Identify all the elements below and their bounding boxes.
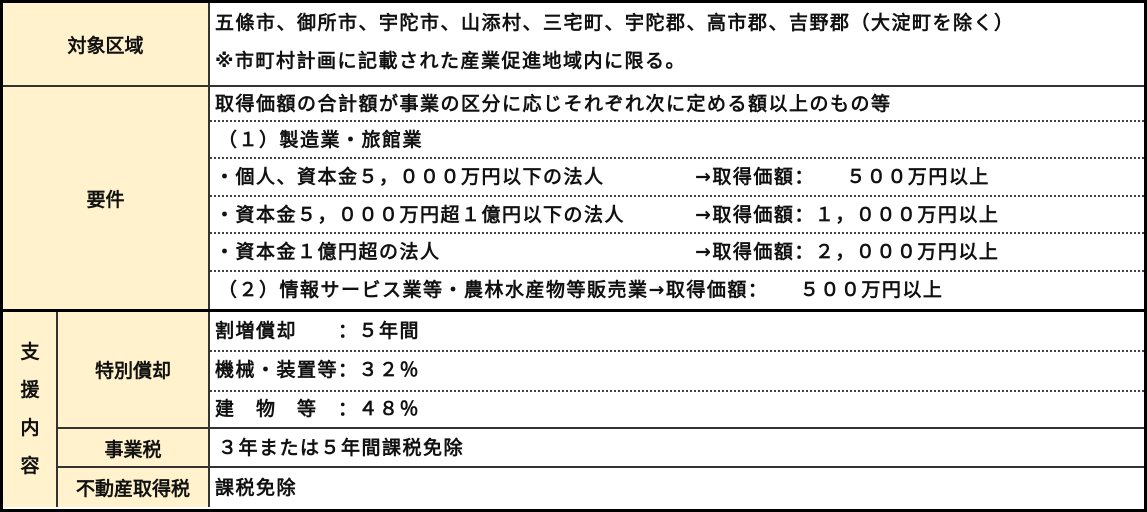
target-area-header: 対象区域 (3, 3, 208, 85)
dotted-divider (210, 232, 1144, 234)
requirement-who: ・資本金１億円超の法人 (215, 241, 441, 263)
depreciation-line: 割増償却 ：５年間 (215, 320, 421, 342)
divider (56, 310, 58, 507)
depreciation-line: 機械・装置等：３２％ (215, 359, 421, 381)
dotted-divider (210, 195, 1144, 197)
category-2: （２）情報サービス業等・農林水産物等販売業→取得価額： ５００万円以上 (218, 279, 944, 301)
divider (3, 309, 1144, 312)
requirement-amount: →取得価額：１，０００万円以上 (695, 204, 1000, 226)
support-char: 容 (20, 455, 40, 477)
real-estate-tax-header: 不動産取得税 (58, 468, 208, 507)
business-tax-header: 事業税 (58, 429, 208, 467)
requirement-who: ・個人、資本金５，０００万円以下の法人 (215, 166, 605, 188)
divider (56, 466, 1144, 468)
support-char: 援 (20, 379, 40, 401)
target-area-note: ※市町村計画に記載された産業促進地域内に限る。 (215, 50, 686, 72)
dotted-divider (210, 390, 1144, 392)
requirement-amount: →取得価額：２，０００万円以上 (695, 241, 1000, 263)
special-depreciation-label: 特別償却 (94, 360, 171, 382)
dotted-divider (210, 157, 1144, 159)
support-header: 支 援 内 容 (3, 311, 57, 507)
requirement-amount: →取得価額： ５００万円以上 (695, 166, 990, 188)
real-estate-tax-value: 課税免除 (215, 477, 298, 499)
dotted-divider (210, 270, 1144, 272)
business-tax-value: ３年または５年間課税免除 (218, 437, 465, 459)
requirements-intro: 取得価額の合計額が事業の区分に応じそれぞれ次に定める額以上のもの等 (215, 93, 892, 115)
dotted-divider (210, 120, 1144, 122)
requirements-header: 要件 (3, 87, 208, 309)
divider (208, 3, 210, 507)
target-area-line: 五條市、御所市、宇陀市、山添村、三宅町、宇陀郡、高市郡、吉野郡（大淀町を除く） (215, 12, 1015, 34)
category-1: （１）製造業・旅館業 (218, 129, 424, 151)
target-area-label: 対象区域 (67, 34, 144, 57)
business-tax-label: 事業税 (104, 438, 162, 461)
support-char: 内 (20, 417, 40, 439)
requirements-label: 要件 (86, 188, 125, 211)
requirement-who: ・資本金５，０００万円超１億円以下の法人 (215, 204, 626, 226)
real-estate-tax-label: 不動産取得税 (75, 478, 190, 500)
depreciation-line: 建 物 等 ：４８％ (215, 398, 421, 420)
dotted-divider (210, 350, 1144, 352)
support-char: 支 (20, 341, 40, 363)
divider (3, 85, 1144, 87)
special-depreciation-header: 特別償却 (58, 311, 208, 428)
divider (56, 427, 1144, 429)
